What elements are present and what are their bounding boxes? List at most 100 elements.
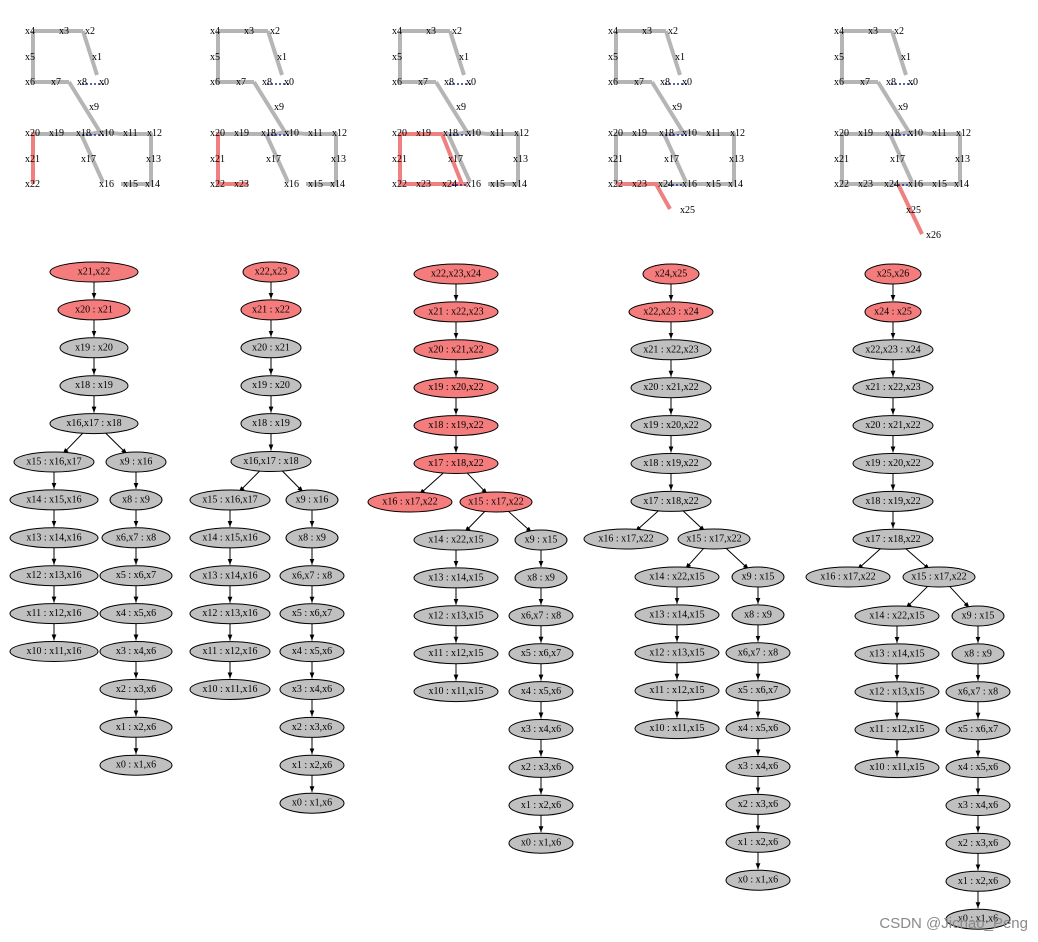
tree-node: x18 : x19,x22 bbox=[630, 453, 712, 474]
tree-node-shape bbox=[99, 603, 173, 625]
vertex-label-x7: x7 bbox=[51, 77, 61, 88]
vertex-label-x6: x6 bbox=[210, 77, 220, 88]
tree-node: x21 : x22,x23 bbox=[852, 377, 934, 399]
tree-node-label: x0 : x1,x6 bbox=[521, 838, 561, 849]
vertex-label-x13: x13 bbox=[955, 154, 970, 165]
tree-node-shape bbox=[413, 681, 499, 703]
tree-node-shape bbox=[279, 641, 345, 663]
skeleton-edge bbox=[398, 31, 436, 84]
tree-node-label: x1 : x2,x6 bbox=[292, 760, 332, 771]
tree-node-shape bbox=[99, 716, 173, 738]
tree-node-shape bbox=[240, 299, 302, 321]
vertex-label-x22: x22 bbox=[834, 179, 849, 190]
tree-node-shape bbox=[413, 339, 499, 361]
tree-node-label: x6,x7 : x8 bbox=[292, 570, 332, 581]
tree-node-shape bbox=[99, 565, 173, 587]
tree-node-label: x10 : x11,x15 bbox=[870, 762, 925, 773]
skeleton-edge bbox=[840, 134, 930, 186]
vertex-label-x5: x5 bbox=[25, 52, 35, 63]
tree-node: x12 : x13,x16 bbox=[189, 603, 271, 625]
vertex-label-x3: x3 bbox=[642, 26, 652, 37]
tree-node: x11 : x12,x16 bbox=[189, 641, 271, 663]
tree-node: x10 : x11,x16 bbox=[9, 641, 99, 662]
tree-node: x14 : x22,x15 bbox=[854, 605, 940, 627]
tree-node: x17 : x18,x22 bbox=[852, 528, 934, 550]
vertex-label-x19: x19 bbox=[632, 128, 647, 139]
tree-node: x9 : x15 bbox=[731, 566, 785, 588]
tree-node-shape bbox=[189, 641, 271, 663]
tree-node-shape bbox=[630, 339, 712, 361]
tree-node-label: x12 : x13,x15 bbox=[869, 686, 924, 697]
tree-node-shape bbox=[279, 679, 345, 700]
tree-node: x17 : x18,x22 bbox=[413, 453, 499, 474]
tree-node: x13 : x14,x16 bbox=[189, 565, 271, 587]
tree-node: x12 : x13,x15 bbox=[413, 605, 499, 627]
tree-node: x22,x23 bbox=[242, 261, 300, 283]
vertex-label-x11: x11 bbox=[123, 128, 138, 139]
tree-node: x1 : x2,x6 bbox=[508, 794, 574, 816]
tree-node-shape bbox=[99, 754, 173, 776]
vertex-label-x6: x6 bbox=[608, 77, 618, 88]
vertex-label-x10: x10 bbox=[466, 128, 481, 139]
tree-node-label: x18 : x19,x22 bbox=[428, 420, 483, 431]
tree-node: x18 : x19,x22 bbox=[413, 415, 499, 437]
tree-node-label: x8 : x9 bbox=[298, 532, 326, 543]
vertex-label-x10: x10 bbox=[908, 128, 923, 139]
skeleton-edge bbox=[682, 130, 736, 186]
tree-node-shape bbox=[677, 528, 751, 550]
skeleton-edge bbox=[614, 31, 652, 84]
skeleton-edge bbox=[888, 133, 914, 183]
tree-node-label: x2 : x3,x6 bbox=[958, 838, 998, 849]
tree-node-shape bbox=[508, 605, 574, 627]
tree-node-label: x15 : x17,x22 bbox=[468, 497, 523, 508]
tree-node: x19 : x20 bbox=[59, 337, 129, 359]
tree-node-shape bbox=[945, 719, 1011, 741]
vertex-label-x5: x5 bbox=[608, 52, 618, 63]
tree-node: x13 : x14,x15 bbox=[854, 643, 940, 665]
tree-node-shape bbox=[189, 679, 271, 700]
tree-node-label: x9 : x15 bbox=[742, 572, 775, 583]
tree-node-label: x11 : x12,x16 bbox=[203, 646, 258, 657]
tree-node-shape bbox=[864, 301, 922, 323]
tree-node-label: x24 : x25 bbox=[874, 306, 912, 317]
tree-node-shape bbox=[413, 415, 499, 437]
skeleton-edge-highlight bbox=[400, 132, 464, 185]
vertex-label-x16: x16 bbox=[908, 179, 923, 190]
vertex-label-x22: x22 bbox=[25, 179, 40, 190]
skeleton-edge bbox=[81, 30, 99, 76]
tree-edge bbox=[102, 429, 128, 455]
tree-node-shape bbox=[285, 489, 339, 511]
tree-node-label: x25,x26 bbox=[877, 269, 910, 280]
tree-node-label: x3 : x4,x6 bbox=[521, 724, 561, 735]
vertex-label-x4: x4 bbox=[608, 26, 618, 37]
tree-node-shape bbox=[731, 604, 785, 626]
tree-node: x20 : x21,x22 bbox=[630, 377, 712, 399]
tree-node-shape bbox=[189, 527, 271, 549]
tree-node-label: x5 : x6,x7 bbox=[292, 608, 332, 619]
tree-node: x3 : x4,x6 bbox=[99, 641, 173, 662]
tree-node-label: x16,x17 : x18 bbox=[66, 418, 121, 429]
tree-node: x6,x7 : x8 bbox=[279, 565, 345, 587]
tree-node-label: x21 : x22,x23 bbox=[428, 306, 483, 317]
tree-node-shape bbox=[413, 567, 499, 589]
skeleton-edge bbox=[673, 130, 684, 136]
vertex-label-x5: x5 bbox=[392, 52, 402, 63]
tree-node-label: x11 : x12,x15 bbox=[429, 648, 484, 659]
tree-node: x9 : x15 bbox=[514, 529, 568, 551]
skeleton-edge bbox=[99, 130, 153, 186]
vertex-label-x1: x1 bbox=[277, 52, 287, 63]
vertex-label-x7: x7 bbox=[634, 77, 644, 88]
vertex-label-x12: x12 bbox=[147, 128, 162, 139]
skeleton-edge bbox=[90, 130, 101, 136]
tree-node: x9 : x16 bbox=[285, 489, 339, 511]
tree-node-shape bbox=[630, 490, 712, 512]
tree-node-shape bbox=[854, 605, 940, 627]
tree-node-label: x19 : x20 bbox=[252, 380, 290, 391]
tree-node: x18 : x19 bbox=[59, 375, 129, 397]
vertex-label-x9: x9 bbox=[672, 102, 682, 113]
tree-node: x11 : x12,x16 bbox=[9, 603, 99, 625]
tree-node-label: x18 : x19 bbox=[252, 418, 290, 429]
tree-node-shape bbox=[413, 643, 499, 665]
tree-node-label: x5 : x6,x7 bbox=[116, 570, 156, 581]
vertex-label-x5: x5 bbox=[210, 52, 220, 63]
